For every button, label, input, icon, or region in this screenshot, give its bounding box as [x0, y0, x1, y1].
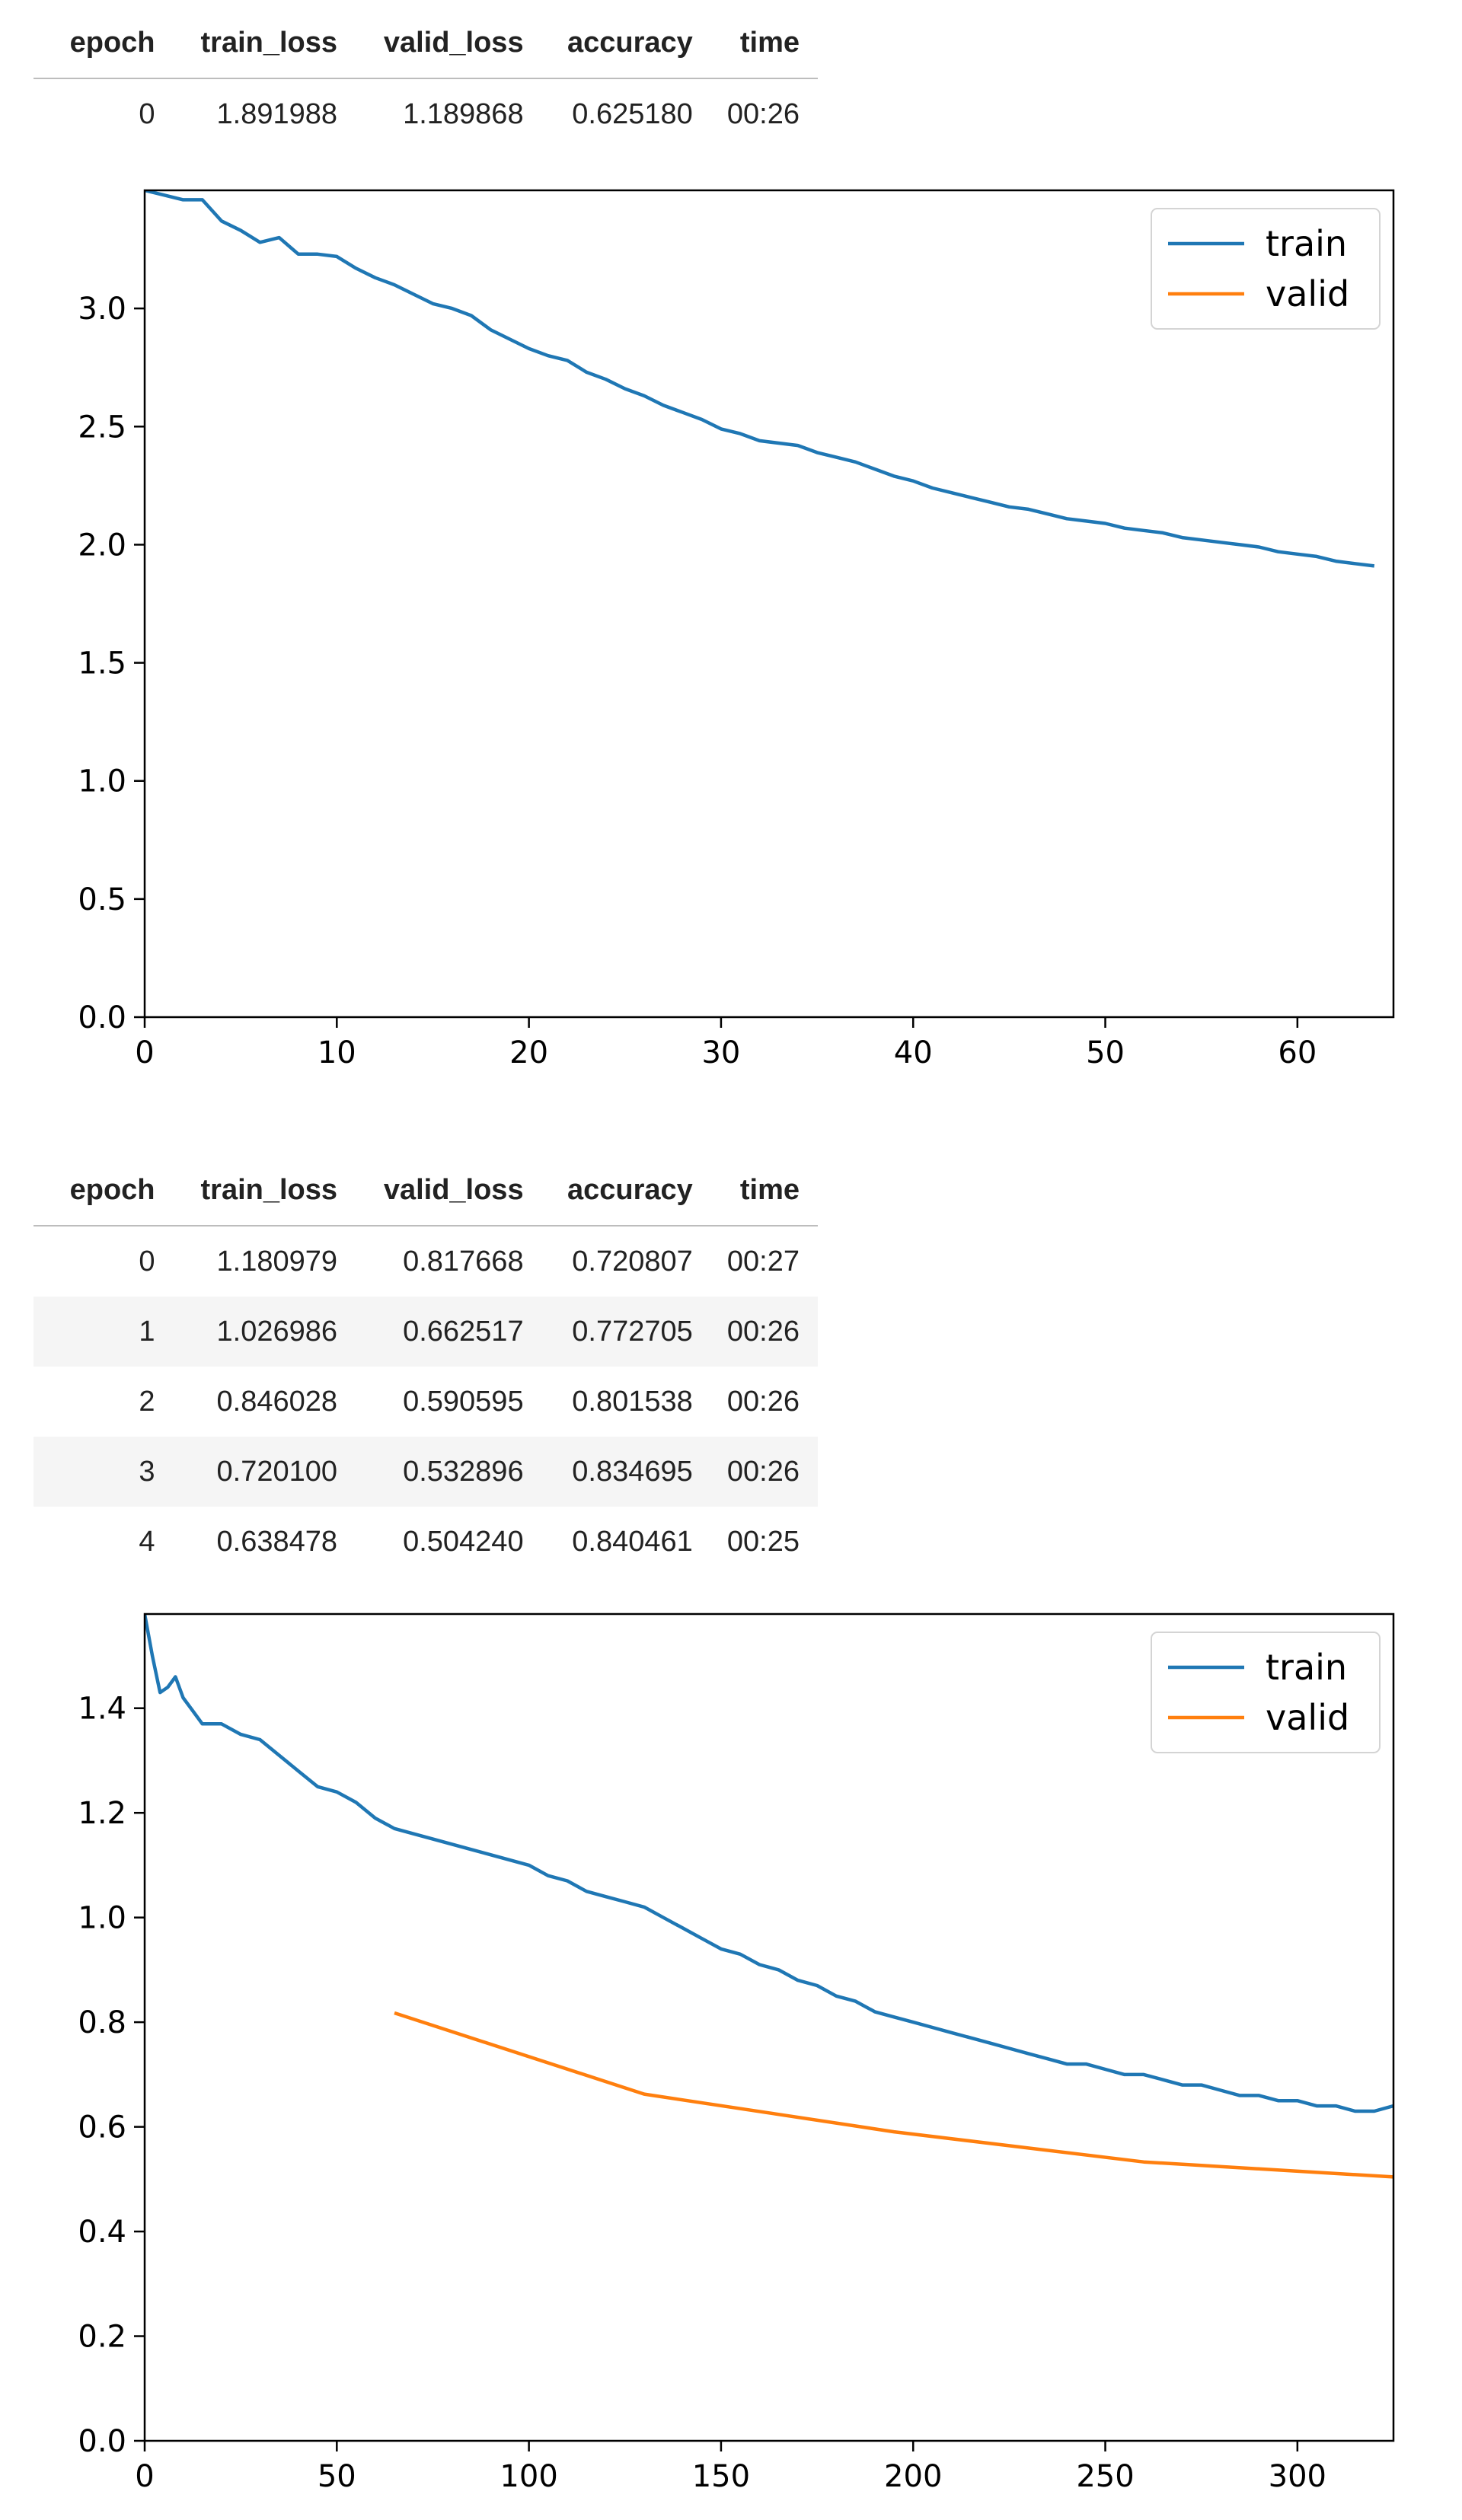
legend-label-train: train — [1266, 1647, 1347, 1688]
table-row: 1 1.026986 0.662517 0.772705 00:26 — [34, 1297, 818, 1367]
cell-epoch: 2 — [139, 1385, 155, 1418]
cell-accuracy: 0.801538 — [572, 1385, 693, 1418]
cell-train-loss: 1.026986 — [173, 1297, 356, 1367]
cell-valid-loss: 1.189868 — [403, 97, 524, 130]
series-line-train — [145, 190, 1375, 568]
x-tick-label: 10 — [318, 1035, 356, 1070]
column-header-accuracy: accuracy — [541, 1155, 711, 1227]
column-header-epoch: epoch — [34, 1155, 174, 1227]
table-row: 0 1.891988 1.189868 0.625180 00:26 — [34, 78, 818, 149]
x-tick-label: 300 — [1269, 2459, 1326, 2494]
x-tick-label: 40 — [894, 1035, 933, 1070]
cell-valid-loss: 0.590595 — [403, 1385, 524, 1418]
cell-accuracy: 0.625180 — [572, 97, 693, 130]
cell-epoch: 0 — [139, 1245, 155, 1278]
loss-chart-1: 0 10 20 30 40 50 60 0.0 0.5 1.0 1.5 2.0 2.5 3.0 train v… — [78, 189, 1395, 1070]
y-tick-label: 0.0 — [78, 1000, 126, 1035]
table-header-row: epoch train_loss valid_loss accuracy tim… — [34, 1155, 818, 1227]
cell-accuracy: 0.840461 — [572, 1525, 693, 1558]
x-tick-label: 20 — [509, 1035, 548, 1070]
cell-time: 00:26 — [710, 1437, 818, 1507]
results-table-2: epoch train_loss valid_loss accuracy tim… — [34, 1155, 818, 1577]
legend-label-valid: valid — [1266, 273, 1349, 314]
cell-time: 00:26 — [710, 1297, 818, 1367]
y-tick-label: 2.0 — [78, 528, 126, 563]
cell-train-loss: 1.180979 — [216, 1245, 338, 1278]
x-tick-label: 0 — [135, 2459, 154, 2494]
table-row: 4 0.638478 0.504240 0.840461 00:25 — [34, 1507, 818, 1577]
cell-valid-loss: 0.817668 — [403, 1245, 524, 1278]
cell-epoch: 3 — [34, 1437, 174, 1507]
y-tick-label: 1.0 — [78, 1901, 126, 1936]
cell-time: 00:26 — [726, 97, 800, 130]
legend: train valid — [1151, 208, 1381, 330]
cell-epoch: 4 — [139, 1525, 155, 1558]
y-tick-label: 0.5 — [78, 882, 126, 917]
column-header-valid-loss: valid_loss — [356, 8, 542, 79]
cell-accuracy: 0.834695 — [541, 1437, 711, 1507]
y-tick-label: 0.6 — [78, 2110, 126, 2145]
column-header-epoch: epoch — [34, 8, 174, 79]
cell-valid-loss: 0.662517 — [356, 1297, 542, 1367]
x-tick-label: 50 — [318, 2459, 356, 2494]
cell-time: 00:27 — [726, 1245, 800, 1278]
cell-accuracy: 0.772705 — [541, 1297, 711, 1367]
results-table-1: epoch train_loss valid_loss accuracy tim… — [34, 8, 818, 149]
column-header-valid-loss: valid_loss — [356, 1155, 542, 1227]
legend-label-valid: valid — [1266, 1697, 1349, 1738]
x-tick-label: 150 — [692, 2459, 750, 2494]
column-header-accuracy: accuracy — [541, 8, 711, 79]
column-header-train-loss: train_loss — [173, 8, 356, 79]
y-tick-label: 0.4 — [78, 2215, 126, 2250]
cell-train-loss: 0.846028 — [216, 1385, 338, 1418]
axes-frame — [143, 1612, 1395, 2442]
legend-box — [1151, 208, 1381, 330]
cell-time: 00:26 — [726, 1385, 800, 1418]
cell-train-loss: 1.891988 — [216, 97, 338, 130]
cell-valid-loss: 0.532896 — [356, 1437, 542, 1507]
x-tick-label: 0 — [135, 1035, 154, 1070]
cell-accuracy: 0.720807 — [572, 1245, 693, 1278]
y-tick-label: 2.5 — [78, 410, 126, 445]
x-tick-label: 100 — [500, 2459, 557, 2494]
y-tick-label: 0.0 — [78, 2424, 126, 2459]
legend-label-train: train — [1266, 223, 1347, 264]
cell-epoch: 0 — [139, 97, 155, 130]
legend: train valid — [1151, 1632, 1381, 1753]
x-tick-label: 60 — [1278, 1035, 1317, 1070]
axes-frame — [143, 189, 1395, 1019]
column-header-time: time — [710, 1155, 818, 1227]
table-row: 3 0.720100 0.532896 0.834695 00:26 — [34, 1437, 818, 1507]
y-tick-label: 1.2 — [78, 1796, 126, 1831]
y-tick-label: 1.0 — [78, 764, 126, 799]
table-header-row: epoch train_loss valid_loss accuracy tim… — [34, 8, 818, 79]
x-tick-label: 250 — [1076, 2459, 1134, 2494]
x-tick-label: 200 — [884, 2459, 942, 2494]
table-row: 2 0.846028 0.590595 0.801538 00:26 — [34, 1367, 818, 1437]
loss-chart-2: 0 50 100 150 200 250 300 0.0 0.2 0.4 0.6 0.8 1.0 1.2 1… — [78, 1612, 1395, 2494]
x-tick-label: 30 — [701, 1035, 740, 1070]
column-header-time: time — [710, 8, 818, 79]
series-line-valid — [394, 2011, 1393, 2179]
y-tick-label: 0.8 — [78, 2005, 126, 2040]
legend-box — [1151, 1632, 1381, 1753]
column-header-train-loss: train_loss — [173, 1155, 356, 1227]
cell-train-loss: 0.720100 — [173, 1437, 356, 1507]
y-tick-label: 3.0 — [78, 292, 126, 327]
y-tick-label: 0.2 — [78, 2320, 126, 2355]
cell-time: 00:25 — [726, 1525, 800, 1558]
cell-epoch: 1 — [34, 1297, 174, 1367]
y-tick-label: 1.5 — [78, 646, 126, 681]
cell-valid-loss: 0.504240 — [403, 1525, 524, 1558]
table-row: 0 1.180979 0.817668 0.720807 00:27 — [34, 1226, 818, 1297]
y-tick-label: 1.4 — [78, 1692, 126, 1727]
x-tick-label: 50 — [1086, 1035, 1125, 1070]
cell-train-loss: 0.638478 — [216, 1525, 338, 1558]
series-line-train — [145, 1614, 1393, 2113]
